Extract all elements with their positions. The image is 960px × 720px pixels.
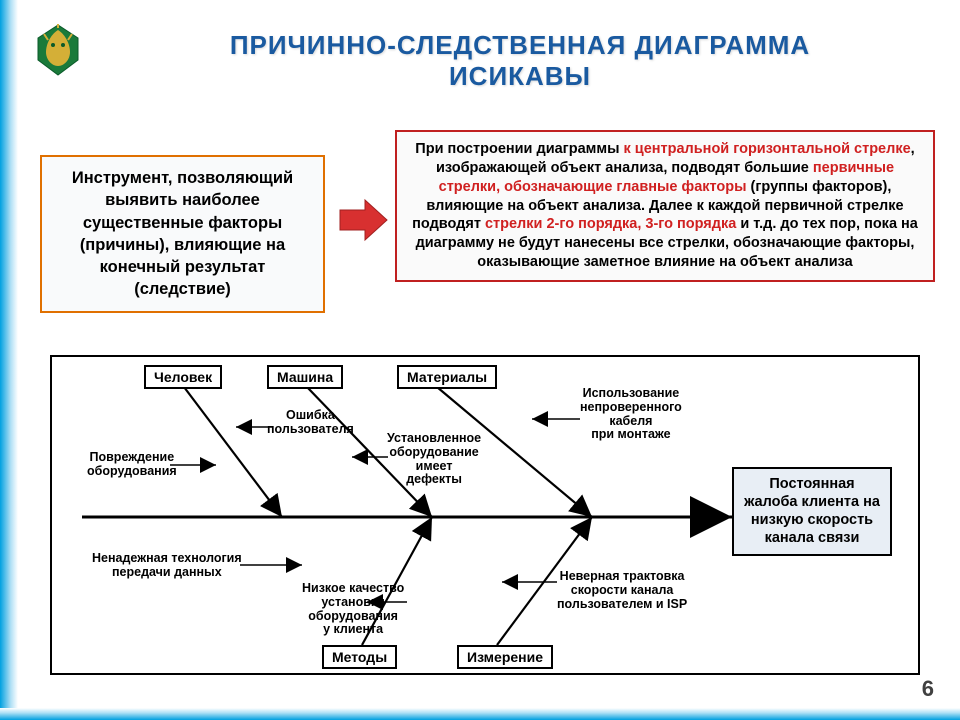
description-fragment: к центральной горизонтальной стрелке [624,141,911,157]
cause-label: Низкое качество установки оборудования у… [302,582,404,637]
cause-label: Использование непроверенного кабеля при … [580,387,682,442]
description-fragment: стрелки 2-го порядка, 3-го порядка [485,216,736,232]
bottom-gradient-band [0,708,960,720]
cause-label: Установленное оборудование имеет дефекты [387,432,481,487]
definition-text: Инструмент, позволяющий выявить наиболее… [72,169,293,298]
effect-box: Постоянная жалоба клиента на низкую скор… [732,467,892,556]
category-box: Машина [267,365,343,389]
big-arrow-icon [335,195,390,245]
description-box: При построении диаграммы к центральной г… [395,130,935,282]
emblem-icon [28,20,88,80]
cause-label: Повреждение оборудования [87,451,177,479]
cause-label: Ненадежная технология передачи данных [92,552,242,580]
category-box: Методы [322,645,397,669]
category-box: Материалы [397,365,497,389]
title-line-1: ПРИЧИННО-СЛЕДСТВЕННАЯ ДИАГРАММА [110,30,930,61]
description-fragment: При построении диаграммы [415,141,623,157]
cause-label: Неверная трактовка скорости канала польз… [557,570,687,611]
category-box: Измерение [457,645,553,669]
category-box: Человек [144,365,222,389]
page-title: ПРИЧИННО-СЛЕДСТВЕННАЯ ДИАГРАММА ИСИКАВЫ [110,30,930,92]
definition-box: Инструмент, позволяющий выявить наиболее… [40,155,325,313]
left-gradient-band [0,0,18,720]
cause-label: Ошибка пользователя [267,409,354,437]
page-number: 6 [922,676,934,702]
title-line-2: ИСИКАВЫ [110,61,930,92]
fishbone-diagram: Человек Машина Материалы Методы Измерение Пос… [50,355,920,675]
